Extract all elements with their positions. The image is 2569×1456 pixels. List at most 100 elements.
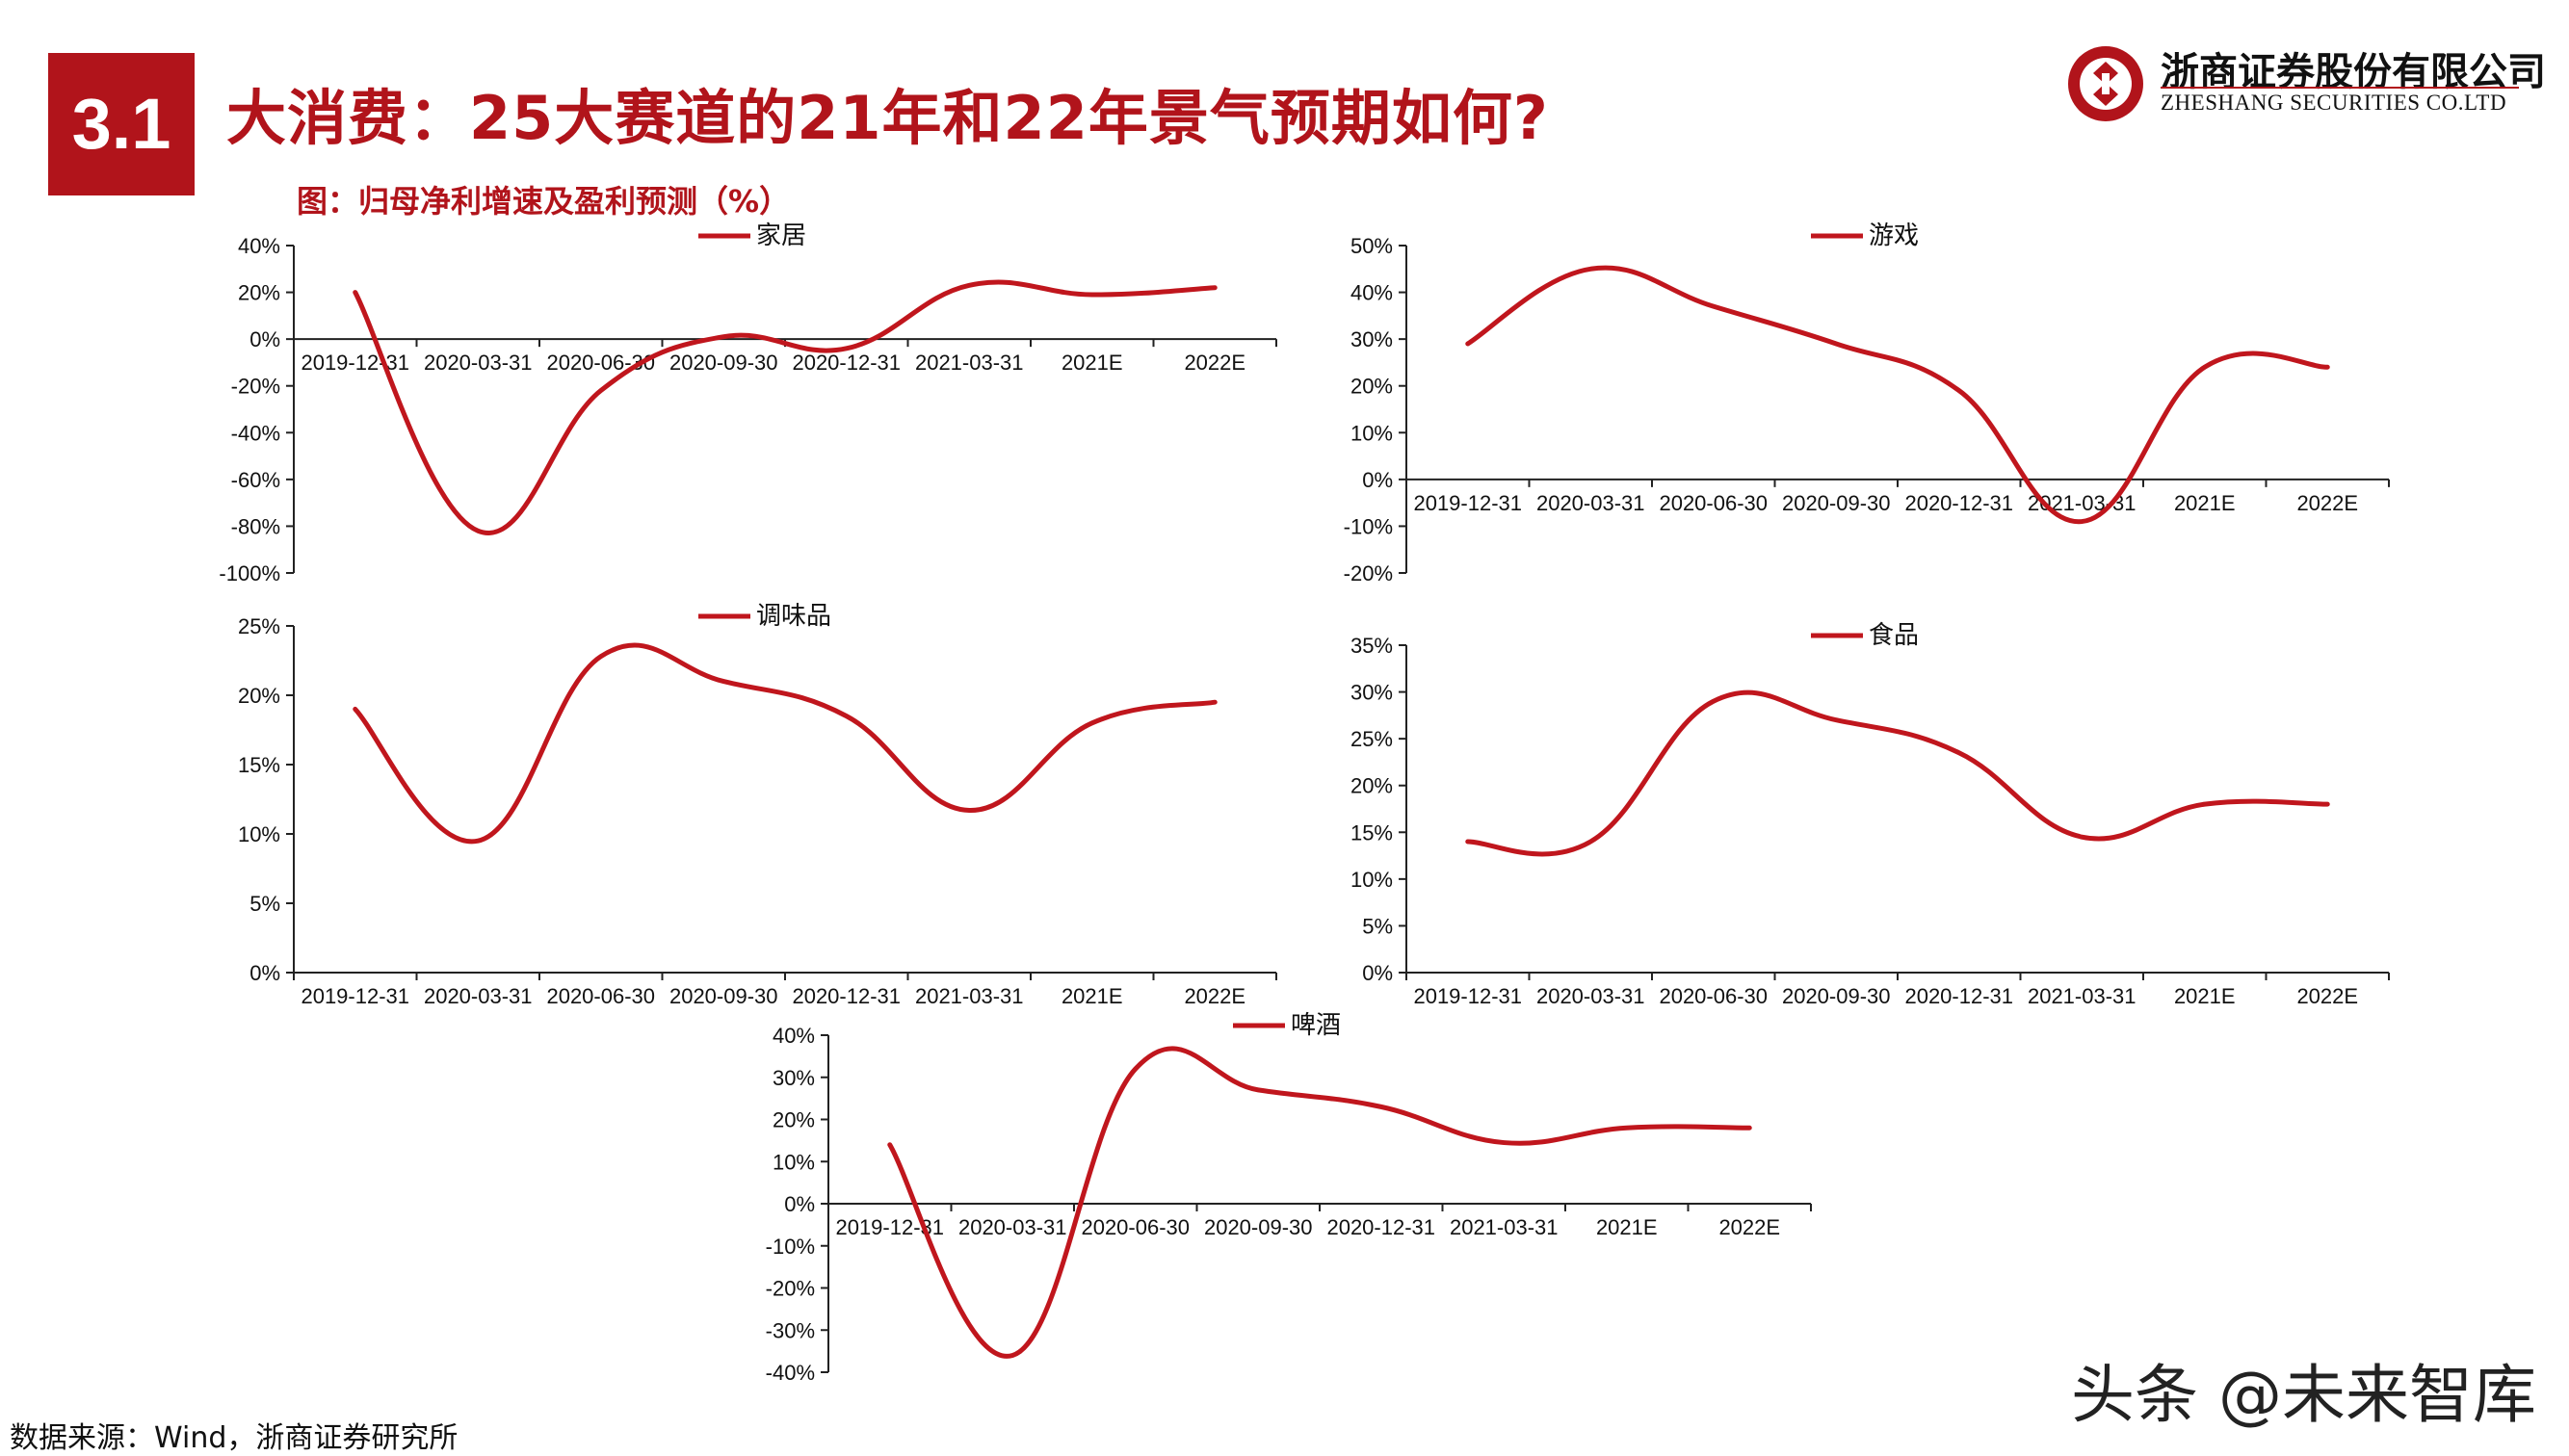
y-tick-label: -20%	[1344, 561, 1393, 585]
chart-svg: 40% 20% 0% -20% -40% -60% -80% -100% 2019-12-31 2…	[197, 217, 1296, 592]
y-tick-label: -80%	[231, 514, 280, 538]
y-tick-label: 30%	[773, 1066, 815, 1090]
x-tick-label: 2020-03-31	[424, 351, 533, 375]
legend-label: 啤酒	[1291, 1011, 1341, 1040]
zheshang-logo-icon	[2066, 44, 2145, 123]
x-tick-label: 2021E	[2174, 491, 2236, 515]
y-tick-label: 0%	[784, 1192, 815, 1216]
y-tick-label: -10%	[1344, 514, 1393, 538]
watermark: 头条 @未来智库	[2071, 1343, 2536, 1436]
y-tick-label: -60%	[231, 468, 280, 492]
y-tick-label: -100%	[219, 561, 280, 585]
y-tick-label: 0%	[249, 327, 280, 351]
brand-divider	[2161, 87, 2519, 89]
y-tick-label: -30%	[766, 1318, 815, 1342]
x-tick-label: 2021E	[1062, 984, 1123, 1008]
y-tick-label: 0%	[1362, 961, 1393, 985]
y-tick-label: -20%	[766, 1277, 815, 1301]
y-tick-label: 0%	[1362, 468, 1393, 492]
chart-beer: 40%30%20%10%0%-10%-20%-30%-40%2019-12-31…	[732, 1006, 1830, 1391]
y-tick-label: 10%	[1350, 421, 1393, 445]
y-tick-label: 25%	[238, 614, 280, 638]
y-tick-label: 40%	[1350, 281, 1393, 305]
y-tick-label: 40%	[238, 234, 280, 258]
x-tick-label: 2020-09-30	[1204, 1215, 1313, 1239]
x-tick-label: 2020-09-30	[1782, 984, 1891, 1008]
y-tick-label: 20%	[1350, 774, 1393, 798]
x-tick-label: 2020-12-31	[792, 351, 901, 375]
x-tick-label: 2020-03-31	[1536, 491, 1645, 515]
x-tick-label: 2020-03-31	[424, 984, 533, 1008]
y-tick-label: 25%	[1350, 727, 1393, 751]
x-tick-label: 2019-12-31	[301, 984, 409, 1008]
x-tick-label: 2020-06-30	[1659, 491, 1768, 515]
x-tick-label: 2022E	[1184, 351, 1245, 375]
x-tick-label: 2020-12-31	[792, 984, 901, 1008]
y-tick-label: 15%	[238, 753, 280, 777]
figure-caption: 图：归母净利增速及盈利预测（%）	[297, 177, 790, 221]
legend-label: 调味品	[756, 602, 831, 631]
section-number-badge: 3.1	[48, 53, 195, 195]
page-title: 大消费：25大赛道的21年和22年景气预期如何?	[226, 69, 1549, 156]
x-tick-label: 2020-09-30	[669, 351, 778, 375]
y-tick-label: 10%	[1350, 868, 1393, 892]
x-tick-label: 2021E	[1596, 1215, 1658, 1239]
x-tick-label: 2021-03-31	[915, 984, 1024, 1008]
y-tick-label: 5%	[249, 892, 280, 916]
y-tick-label: 0%	[249, 961, 280, 985]
x-tick-label: 2019-12-31	[1413, 491, 1522, 515]
y-tick-label: 10%	[238, 822, 280, 846]
y-tick-label: -40%	[766, 1361, 815, 1385]
y-tick-label: 5%	[1362, 914, 1393, 938]
y-tick-label: 20%	[773, 1108, 815, 1132]
x-tick-label: 2021E	[1062, 351, 1123, 375]
x-tick-label: 2020-09-30	[1782, 491, 1891, 515]
y-tick-label: 10%	[773, 1150, 815, 1174]
series-line	[1468, 692, 2328, 854]
y-tick-label: 20%	[1350, 375, 1393, 399]
x-tick-label: 2021E	[2174, 984, 2236, 1008]
x-tick-label: 2022E	[2296, 491, 2358, 515]
x-tick-label: 2021-03-31	[915, 351, 1024, 375]
y-tick-label: 50%	[1350, 234, 1393, 258]
data-source-note: 数据来源：Wind，浙商证券研究所	[10, 1414, 458, 1456]
x-tick-label: 2020-06-30	[1659, 984, 1768, 1008]
x-tick-label: 2020-12-31	[1904, 984, 2013, 1008]
y-tick-label: 35%	[1350, 634, 1393, 658]
legend-label: 食品	[1869, 621, 1919, 650]
y-tick-label: 15%	[1350, 820, 1393, 845]
x-tick-label: 2020-06-30	[1081, 1215, 1190, 1239]
legend-label: 游戏	[1869, 221, 1919, 250]
x-tick-label: 2020-12-31	[1326, 1215, 1435, 1239]
x-tick-label: 2020-09-30	[669, 984, 778, 1008]
chart-home-furnishing: 40% 20% 0% -20% -40% -60% -80% -100% 2019-12-31 2…	[197, 217, 1296, 592]
x-tick-label: 2021-03-31	[1450, 1215, 1559, 1239]
y-tick-label: 20%	[238, 684, 280, 708]
y-tick-label: 30%	[1350, 681, 1393, 705]
x-tick-label: 2019-12-31	[1413, 984, 1522, 1008]
chart-svg: 40%30%20%10%0%-10%-20%-30%-40%2019-12-31…	[732, 1006, 1830, 1391]
x-tick-label: 2019-12-31	[301, 351, 409, 375]
series-line	[355, 645, 1216, 842]
brand-header: 浙商证券股份有限公司 ZHESHANG SECURITIES CO.LTD	[2066, 39, 2529, 125]
y-tick-label: 20%	[238, 281, 280, 305]
x-tick-label: 2020-12-31	[1904, 491, 2013, 515]
y-tick-label: 40%	[773, 1024, 815, 1048]
x-tick-label: 2021-03-31	[2028, 984, 2136, 1008]
y-tick-label: -20%	[231, 375, 280, 399]
x-tick-label: 2022E	[2296, 984, 2358, 1008]
x-tick-label: 2022E	[1718, 1215, 1780, 1239]
legend-label: 家居	[756, 221, 806, 250]
x-tick-label: 2020-06-30	[546, 984, 655, 1008]
y-tick-label: -40%	[231, 421, 280, 445]
brand-name-en: ZHESHANG SECURITIES CO.LTD	[2161, 91, 2506, 116]
x-tick-label: 2020-03-31	[1536, 984, 1645, 1008]
x-tick-label: 2022E	[1184, 984, 1245, 1008]
series-line	[355, 282, 1216, 533]
